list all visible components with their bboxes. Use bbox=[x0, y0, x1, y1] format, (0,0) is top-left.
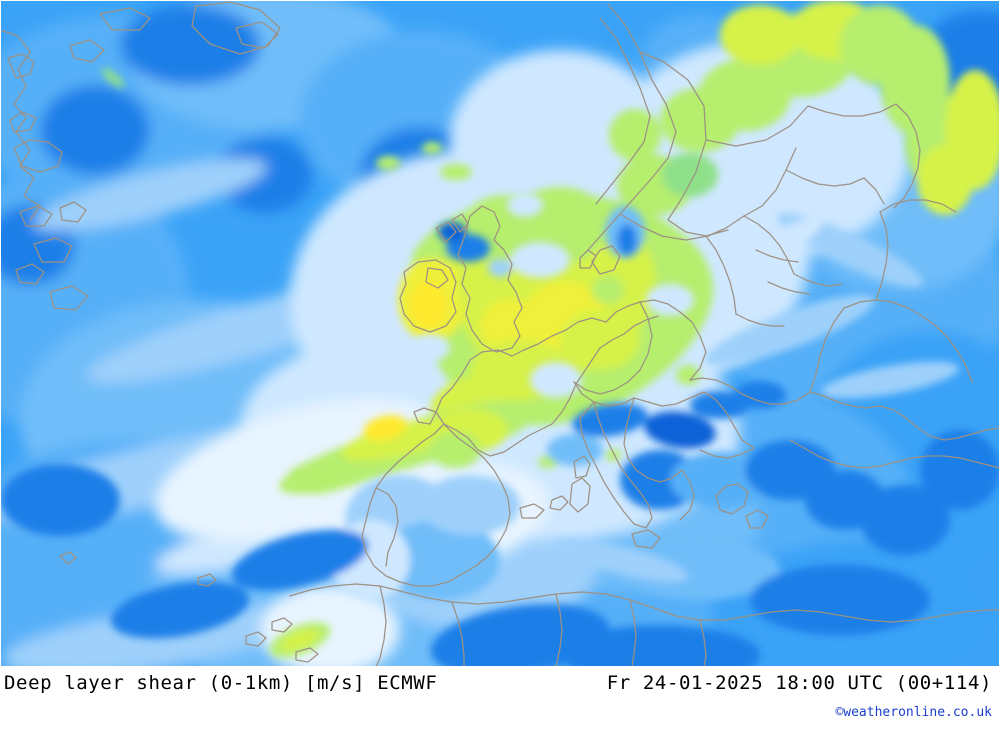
product-title: Deep layer shear (0-1km) [m/s] ECMWF bbox=[4, 672, 438, 694]
footer-bar: Deep layer shear (0-1km) [m/s] ECMWF Fr … bbox=[0, 667, 1000, 733]
map-panel[interactable] bbox=[0, 0, 1000, 667]
valid-time-label: Fr 24-01-2025 18:00 UTC (00+114) bbox=[606, 672, 992, 694]
shear-field-detail-layer bbox=[0, 193, 1000, 667]
copyright-label: ©weatheronline.co.uk bbox=[835, 705, 992, 720]
deep-layer-shear-field bbox=[0, 0, 1000, 667]
coastlines-and-borders bbox=[0, 1, 1000, 667]
